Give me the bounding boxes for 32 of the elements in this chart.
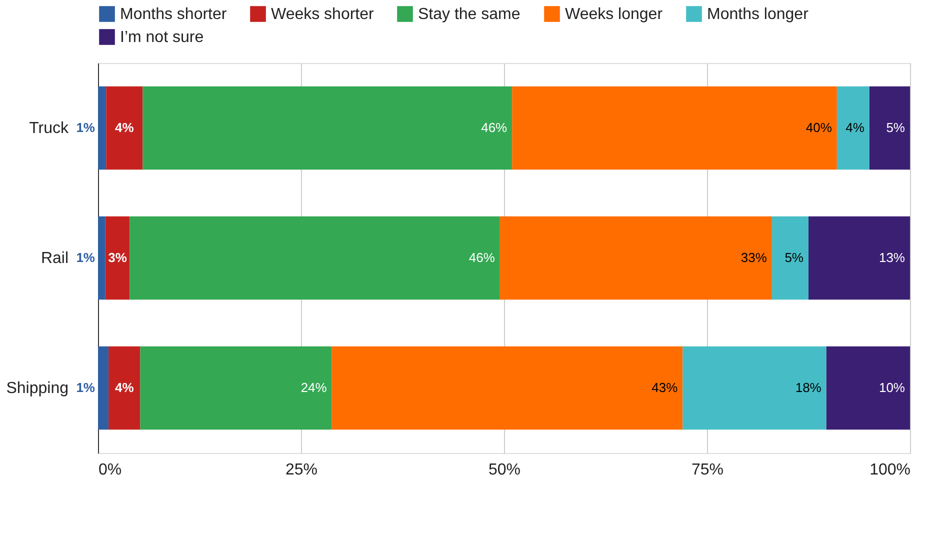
legend-label: I’m not sure bbox=[120, 29, 204, 46]
x-tick-label: 100% bbox=[870, 462, 910, 478]
data-label: 24% bbox=[300, 380, 328, 395]
data-label: 4% bbox=[114, 120, 134, 135]
data-label: 10% bbox=[878, 380, 906, 395]
data-label: 43% bbox=[652, 380, 678, 395]
data-label: 13% bbox=[878, 250, 906, 265]
data-label: 40% bbox=[806, 120, 832, 135]
legend-label: Stay the same bbox=[418, 6, 520, 23]
data-label: 33% bbox=[740, 250, 768, 265]
x-tick-label: 25% bbox=[285, 462, 318, 478]
x-tick-label: 75% bbox=[691, 462, 724, 478]
data-label: 3% bbox=[108, 250, 128, 265]
x-tick-label: 50% bbox=[488, 462, 521, 478]
data-label: 5% bbox=[784, 250, 804, 265]
data-label: 18% bbox=[795, 380, 822, 395]
data-label: 46% bbox=[481, 120, 508, 135]
legend-label: Weeks longer bbox=[565, 6, 664, 23]
data-label: 4% bbox=[114, 380, 134, 395]
data-label: 5% bbox=[886, 120, 906, 135]
data-label: 1% bbox=[76, 380, 96, 395]
data-label: 4% bbox=[846, 120, 865, 135]
y-tick-label: Rail bbox=[40, 250, 68, 267]
y-tick-label: Shipping bbox=[6, 380, 68, 397]
data-label: 1% bbox=[76, 250, 96, 265]
data-label: 1% bbox=[76, 120, 96, 135]
legend-label: Months longer bbox=[707, 6, 810, 23]
legend-label: Months shorter bbox=[120, 6, 228, 23]
y-tick-label: Truck bbox=[29, 120, 70, 137]
data-label: 46% bbox=[468, 250, 496, 265]
x-tick-label: 0% bbox=[98, 462, 122, 478]
legend-label: Weeks shorter bbox=[271, 6, 375, 23]
